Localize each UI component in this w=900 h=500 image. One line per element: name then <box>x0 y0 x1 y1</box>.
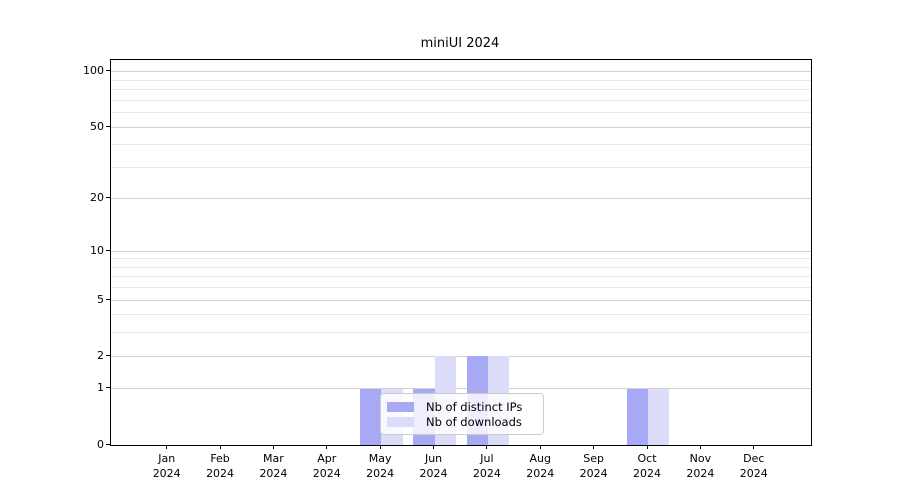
x-tick-mark <box>272 445 274 449</box>
gridline-minor <box>111 266 811 268</box>
x-tick-mark <box>646 445 648 449</box>
legend-swatch-icon <box>387 417 414 428</box>
y-tick-mark <box>106 197 110 199</box>
gridline-major <box>111 299 811 301</box>
gridline-major <box>111 71 811 73</box>
y-tick-mark <box>106 387 110 389</box>
x-tick-label: Mar 2024 <box>259 452 288 480</box>
gridline-minor <box>111 144 811 146</box>
x-tick-mark <box>486 445 488 449</box>
y-tick-label: 50 <box>90 119 104 133</box>
y-tick-label: 20 <box>90 191 104 205</box>
x-tick-mark <box>379 445 381 449</box>
x-tick-mark <box>699 445 701 449</box>
x-tick-mark <box>166 445 168 449</box>
y-tick-label: 5 <box>97 292 104 306</box>
x-tick-mark <box>326 445 328 449</box>
y-tick-label: 10 <box>90 243 104 257</box>
gridline-major <box>111 355 811 357</box>
x-tick-mark <box>539 445 541 449</box>
y-tick-label: 0 <box>97 437 104 451</box>
x-tick-mark <box>753 445 755 449</box>
y-tick-mark <box>106 443 110 445</box>
y-tick-label: 2 <box>97 348 104 362</box>
gridline-major <box>111 198 811 200</box>
gridline-major <box>111 250 811 252</box>
x-tick-label: Jul 2024 <box>472 452 501 480</box>
legend-label: Nb of downloads <box>426 415 522 430</box>
gridline-minor <box>111 314 811 316</box>
gridline-minor <box>111 99 811 101</box>
x-tick-label: Dec 2024 <box>739 452 768 480</box>
x-tick-label: Oct 2024 <box>633 452 662 480</box>
x-tick-label: Jan 2024 <box>152 452 181 480</box>
legend-label: Nb of distinct IPs <box>426 399 523 414</box>
y-tick-label: 1 <box>97 381 104 395</box>
gridline-minor <box>111 79 811 81</box>
gridline-major <box>111 126 811 128</box>
bar-nb-of-distinct-ips-may <box>359 388 382 445</box>
gridline-minor <box>111 112 811 114</box>
x-tick-label: Apr 2024 <box>312 452 341 480</box>
y-tick-mark <box>106 125 110 127</box>
y-tick-mark <box>106 249 110 251</box>
x-tick-label: Aug 2024 <box>526 452 555 480</box>
gridline-minor <box>111 258 811 260</box>
bar-nb-of-downloads-oct <box>648 388 670 445</box>
y-tick-mark <box>106 298 110 300</box>
x-tick-mark <box>433 445 435 449</box>
gridline-minor <box>111 166 811 168</box>
x-tick-label: Sep 2024 <box>579 452 608 480</box>
y-tick-mark <box>106 70 110 72</box>
y-tick-mark <box>106 354 110 356</box>
legend-swatch-icon <box>387 401 414 412</box>
x-tick-mark <box>219 445 221 449</box>
legend-item: Nb of downloads <box>387 415 535 431</box>
legend-item: Nb of distinct IPs <box>387 399 535 415</box>
gridline-major <box>111 388 811 390</box>
bar-nb-of-distinct-ips-oct <box>626 388 649 445</box>
chart-title: miniUI 2024 <box>420 36 500 51</box>
x-tick-label: Feb 2024 <box>206 452 235 480</box>
x-tick-mark <box>593 445 595 449</box>
y-tick-label: 100 <box>83 64 104 78</box>
x-tick-label: May 2024 <box>366 452 395 480</box>
plot-area: Nb of distinct IPs Nb of downloads <box>110 59 812 446</box>
legend: Nb of distinct IPs Nb of downloads <box>380 393 544 435</box>
gridline-minor <box>111 89 811 91</box>
x-tick-label: Jun 2024 <box>419 452 448 480</box>
gridline-minor <box>111 287 811 289</box>
gridline-minor <box>111 276 811 278</box>
gridline-minor <box>111 332 811 334</box>
x-tick-label: Nov 2024 <box>686 452 715 480</box>
